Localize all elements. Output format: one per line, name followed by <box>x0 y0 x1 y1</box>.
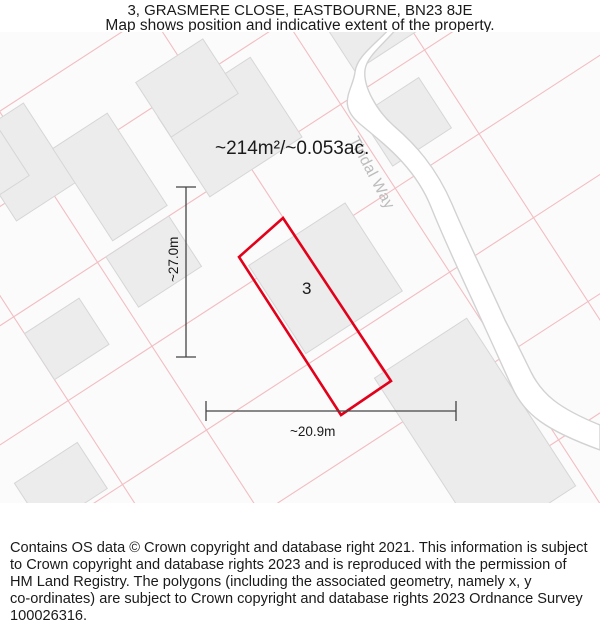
svg-text:~20.9m: ~20.9m <box>290 424 335 439</box>
svg-text:3: 3 <box>302 279 311 298</box>
svg-text:~27.0m: ~27.0m <box>166 237 181 282</box>
svg-text:~214m²/~0.053ac.: ~214m²/~0.053ac. <box>215 138 369 159</box>
